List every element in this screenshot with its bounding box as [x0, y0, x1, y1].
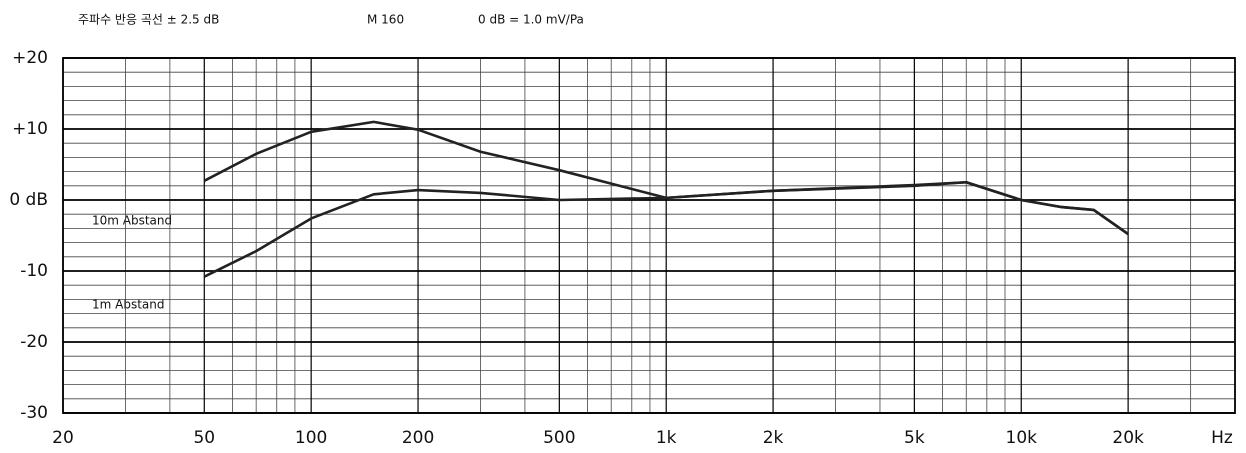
plot-frame: [62, 57, 1236, 414]
y-tick-label: +20: [12, 48, 48, 68]
x-tick-label: 10k: [1006, 428, 1038, 448]
x-tick-label: 20: [52, 428, 74, 448]
header-model: M 160: [367, 13, 404, 27]
curve-label: 10m Abstand: [92, 214, 172, 228]
y-tick-label: -10: [20, 261, 48, 281]
y-tick-label: 0 dB: [9, 190, 48, 210]
x-tick-label: 50: [193, 428, 215, 448]
y-tick-label: -30: [20, 403, 48, 423]
y-tick-label: +10: [12, 119, 48, 139]
x-tick-label: 100: [295, 428, 327, 448]
header-reference: 0 dB = 1.0 mV/Pa: [478, 13, 584, 27]
header-title: 주파수 반응 곡선 ± 2.5 dB: [78, 13, 219, 27]
x-tick-label: 5k: [904, 428, 925, 448]
curve-label: 1m Abstand: [92, 298, 165, 312]
x-tick-label: 2k: [763, 428, 784, 448]
y-tick-label: -20: [20, 332, 48, 352]
x-tick-label: 200: [402, 428, 434, 448]
x-tick-label: 500: [543, 428, 575, 448]
response-curve: [203, 180, 1129, 278]
x-tick-label: 20k: [1112, 428, 1144, 448]
x-axis-label: Hz: [1211, 428, 1233, 448]
x-tick-label: 1k: [656, 428, 677, 448]
